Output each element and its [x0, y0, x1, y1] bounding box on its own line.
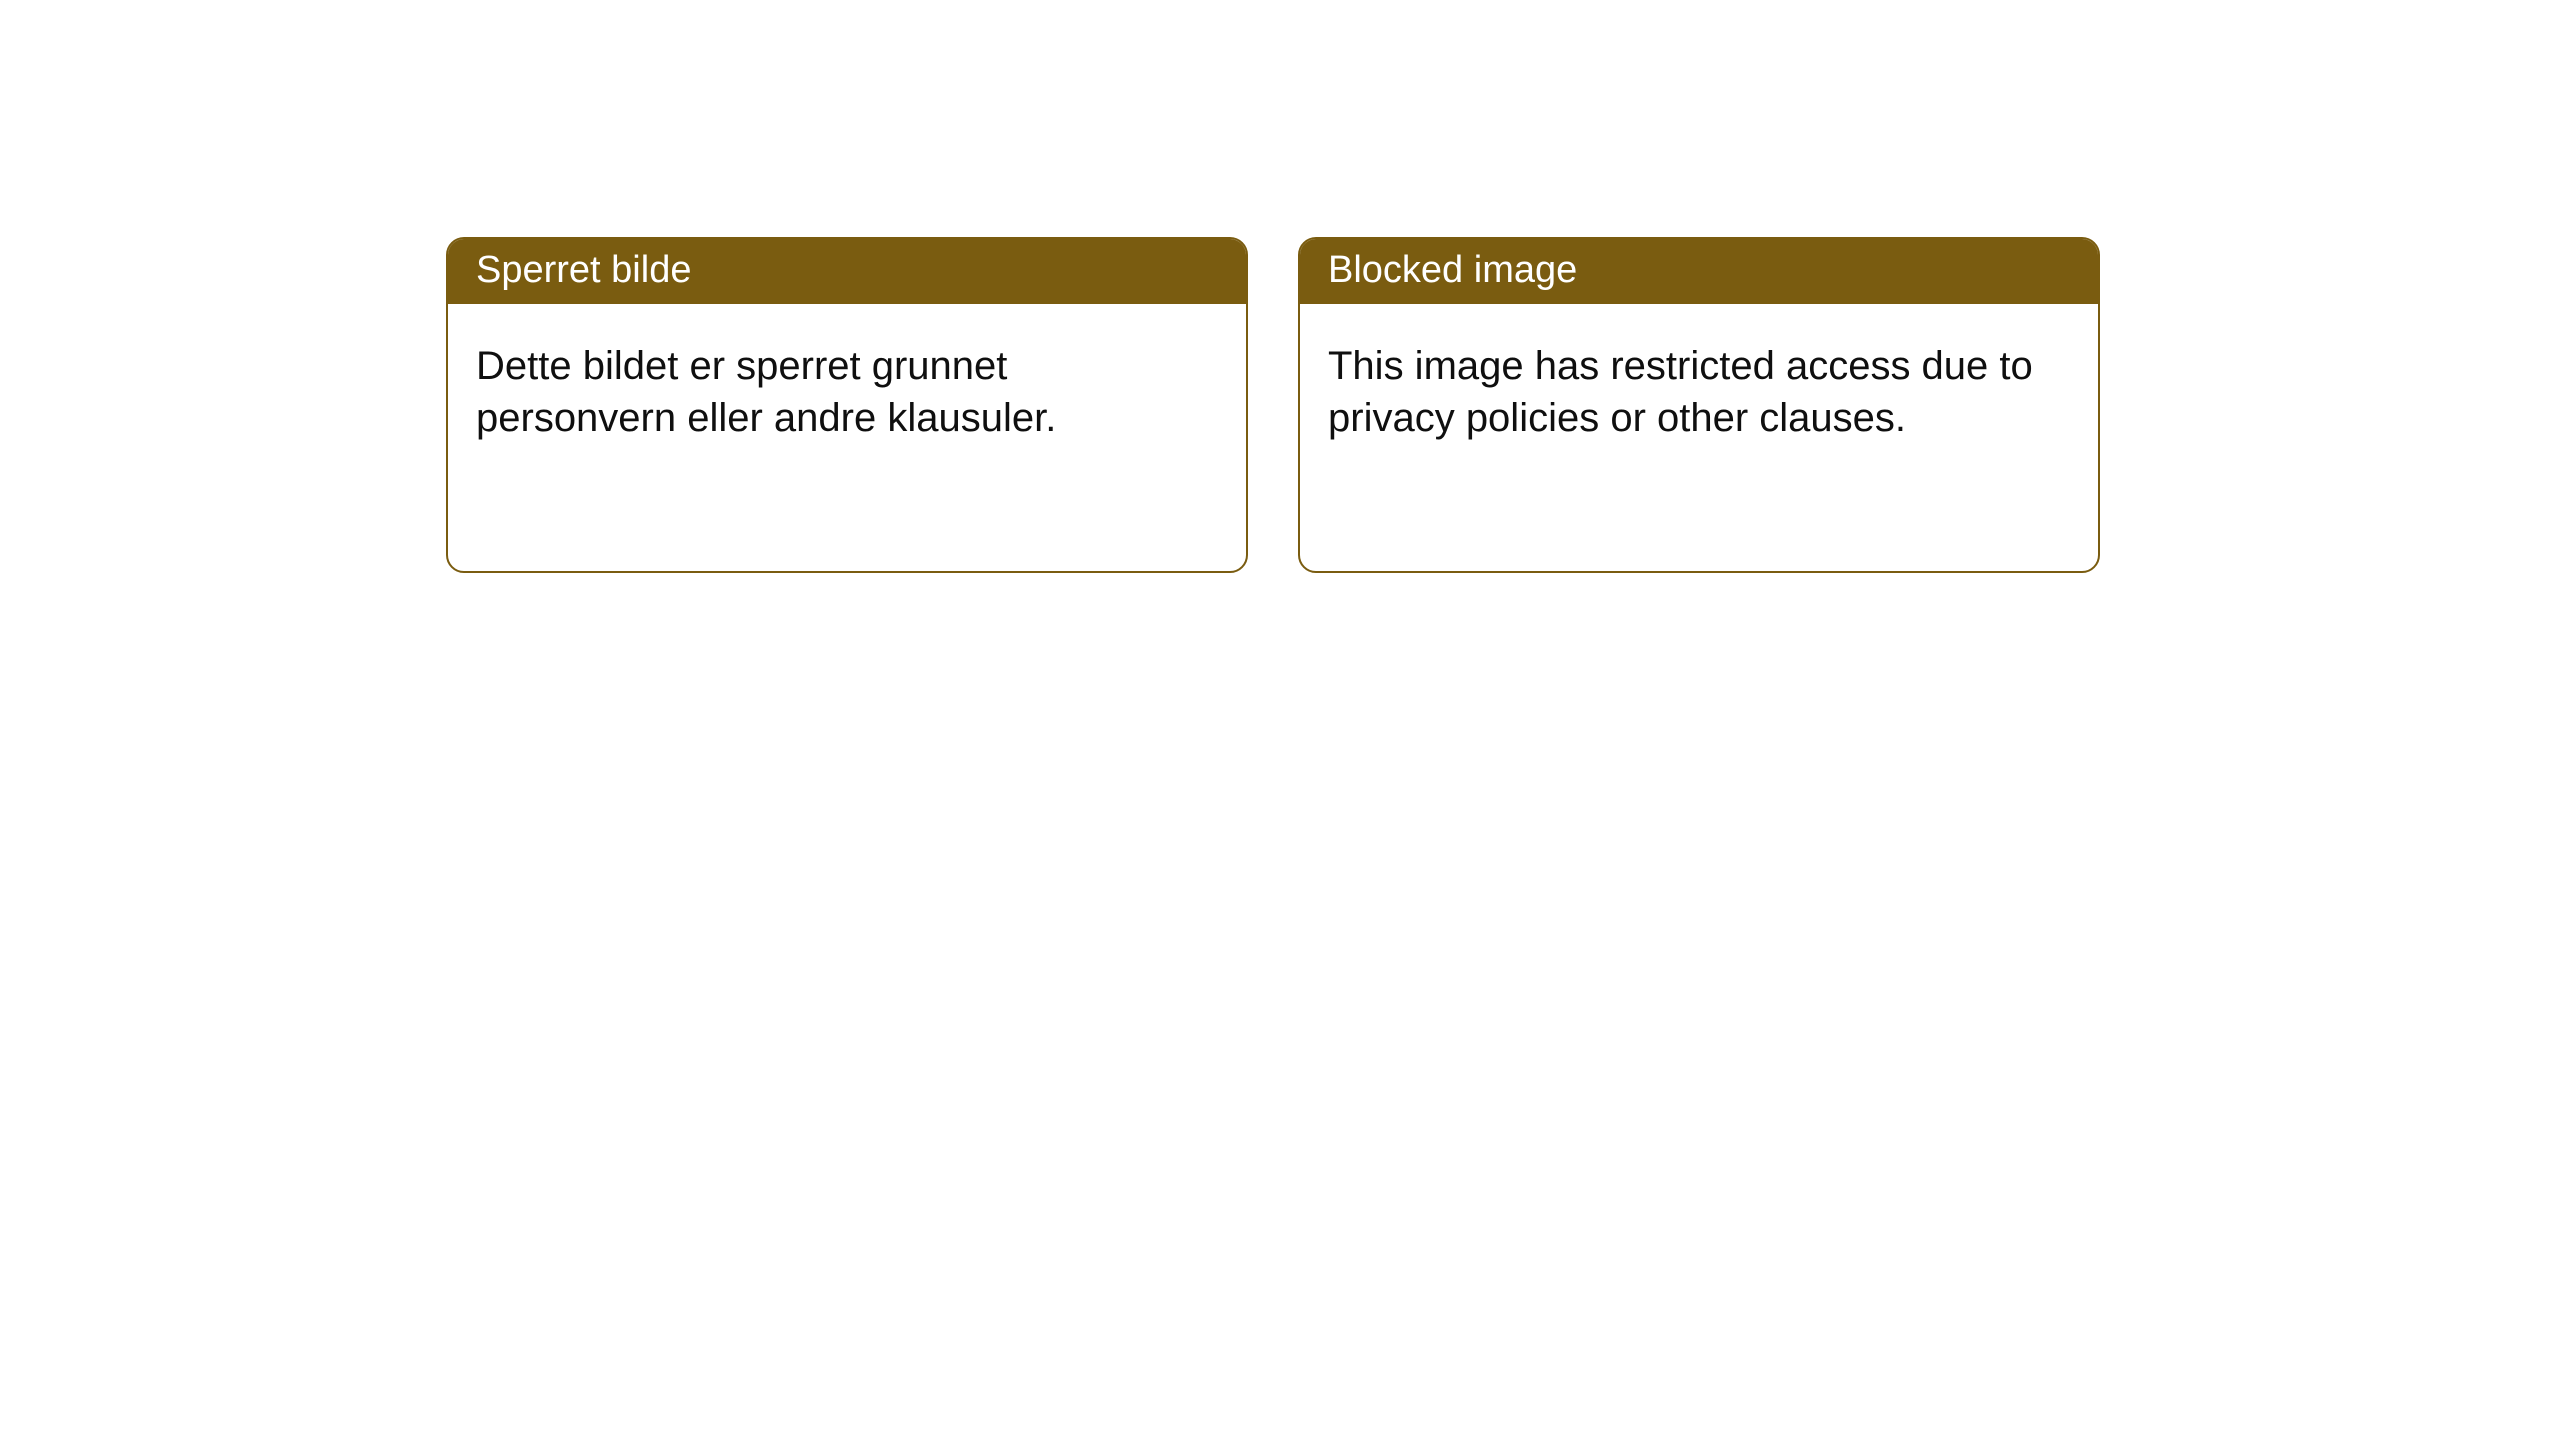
notice-card-norwegian: Sperret bilde Dette bildet er sperret gr…: [446, 237, 1248, 573]
notice-body: This image has restricted access due to …: [1300, 304, 2098, 480]
notice-body: Dette bildet er sperret grunnet personve…: [448, 304, 1246, 480]
notice-header: Sperret bilde: [448, 239, 1246, 304]
notice-header: Blocked image: [1300, 239, 2098, 304]
notice-container: Sperret bilde Dette bildet er sperret gr…: [0, 0, 2560, 573]
notice-card-english: Blocked image This image has restricted …: [1298, 237, 2100, 573]
